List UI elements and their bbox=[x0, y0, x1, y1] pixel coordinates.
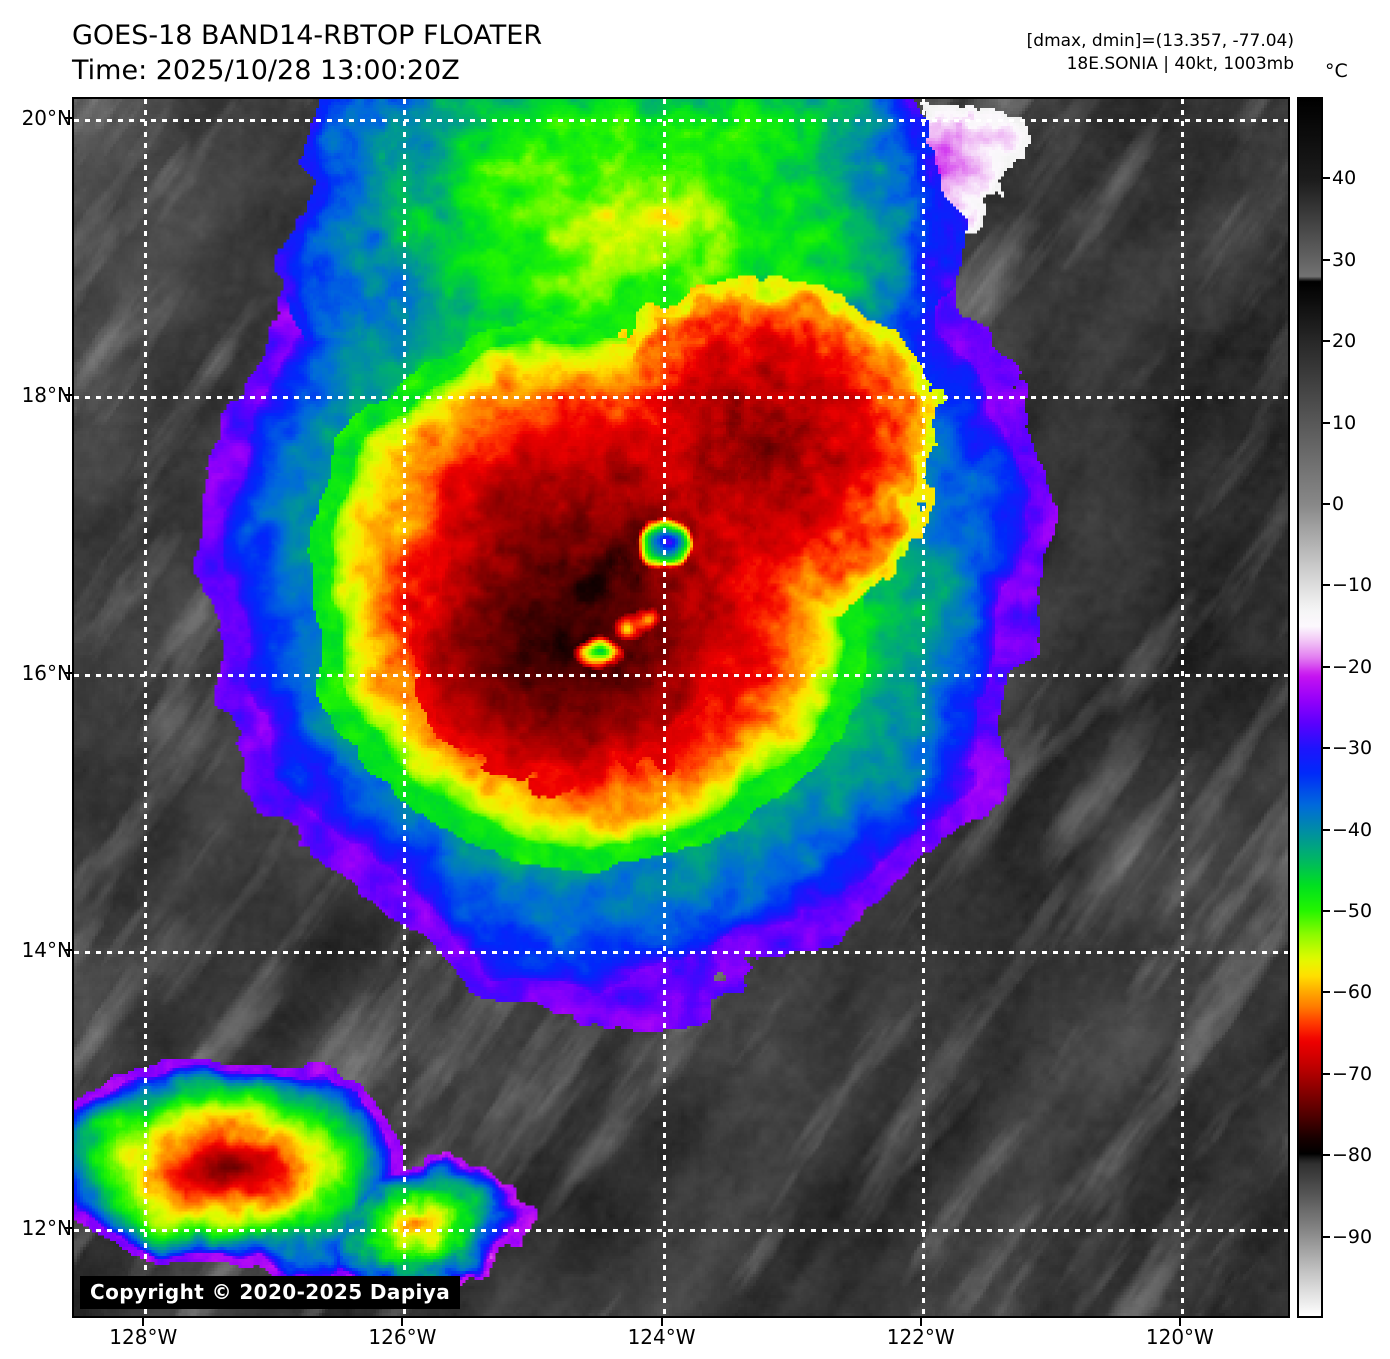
colorbar-tick-mark bbox=[1323, 665, 1330, 668]
y-axis-tick-mark bbox=[64, 394, 72, 397]
colorbar-tick-mark bbox=[1323, 421, 1330, 424]
page-title: GOES-18 BAND14-RBTOP FLOATER bbox=[72, 20, 543, 51]
colorbar-tick-label: −80 bbox=[1332, 1144, 1373, 1167]
x-axis-tick-mark bbox=[401, 1318, 404, 1326]
dmax-dmin-readout: [dmax, dmin]=(13.357, -77.04) bbox=[1026, 31, 1294, 51]
colorbar-tick-label: 0 bbox=[1332, 493, 1345, 515]
colorbar-tick-mark bbox=[1323, 177, 1330, 180]
x-axis-tick-label: 128°W bbox=[109, 1325, 178, 1349]
colorbar-tick-mark bbox=[1323, 584, 1330, 587]
colorbar-tick-label: −40 bbox=[1332, 818, 1373, 841]
x-axis-tick-mark bbox=[660, 1318, 663, 1326]
colorbar-tick-label: 10 bbox=[1332, 411, 1357, 434]
storm-info-readout: 18E.SONIA | 40kt, 1003mb bbox=[1066, 53, 1294, 74]
colorbar-unit-label: °C bbox=[1325, 60, 1348, 82]
x-axis-tick-label: 122°W bbox=[886, 1325, 955, 1349]
metadata-block: [dmax, dmin]=(13.357, -77.04) 18E.SONIA … bbox=[1027, 30, 1294, 76]
timestamp-line: Time: 2025/10/28 13:00:20Z bbox=[72, 55, 460, 87]
colorbar-tick-mark bbox=[1323, 1154, 1330, 1157]
colorbar-tick-mark bbox=[1323, 747, 1330, 750]
title-block: GOES-18 BAND14-RBTOP FLOATER Time: 2025/… bbox=[72, 18, 542, 88]
x-axis-tick-label: 120°W bbox=[1145, 1325, 1214, 1349]
colorbar-tick-label: −10 bbox=[1332, 574, 1373, 597]
y-axis-tick-label: 12°N bbox=[21, 1215, 72, 1240]
colorbar-tick-label: 40 bbox=[1332, 167, 1357, 190]
colorbar-tick-label: 30 bbox=[1332, 248, 1357, 271]
colorbar-tick-label: −60 bbox=[1332, 981, 1373, 1004]
x-axis-tick-label: 124°W bbox=[627, 1325, 696, 1349]
y-axis-tick-label: 16°N bbox=[21, 660, 72, 685]
colorbar-tick-mark bbox=[1323, 828, 1330, 831]
y-axis-tick-mark bbox=[64, 671, 72, 674]
x-axis-tick-label: 126°W bbox=[368, 1325, 437, 1349]
y-axis-tick-label: 18°N bbox=[21, 383, 72, 408]
y-axis-tick-mark bbox=[64, 1226, 72, 1229]
colorbar-tick-label: 20 bbox=[1332, 330, 1357, 353]
colorbar-tick-mark bbox=[1323, 1235, 1330, 1238]
colorbar-tick-label: −90 bbox=[1332, 1225, 1373, 1248]
colorbar-gradient bbox=[1299, 99, 1321, 1316]
colorbar-tick-mark bbox=[1323, 503, 1330, 505]
colorbar-tick-mark bbox=[1323, 910, 1330, 912]
colorbar-tick-mark bbox=[1323, 340, 1330, 343]
x-axis-tick-mark bbox=[142, 1318, 145, 1326]
copyright-badge: Copyright © 2020-2025 Dapiya bbox=[80, 1276, 461, 1309]
colorbar-tick-mark bbox=[1323, 258, 1330, 261]
colorbar-tick-label: −50 bbox=[1332, 900, 1373, 922]
y-axis-tick-label: 20°N bbox=[21, 105, 72, 130]
colorbar-tick-mark bbox=[1323, 991, 1330, 994]
x-axis-tick-mark bbox=[1178, 1318, 1181, 1326]
x-axis-tick-mark bbox=[919, 1318, 922, 1326]
colorbar-tick-label: −20 bbox=[1332, 655, 1373, 678]
colorbar-tick-mark bbox=[1323, 1072, 1330, 1075]
colorbar-tick-label: −70 bbox=[1332, 1062, 1373, 1085]
satellite-imagery-canvas bbox=[74, 99, 1288, 1316]
satellite-image-plot[interactable]: Copyright © 2020-2025 Dapiya bbox=[72, 97, 1290, 1318]
temperature-colorbar[interactable] bbox=[1297, 97, 1323, 1318]
colorbar-tick-label: −30 bbox=[1332, 737, 1373, 760]
y-axis-tick-mark bbox=[64, 116, 72, 119]
y-axis-tick-label: 14°N bbox=[21, 938, 72, 963]
y-axis-tick-mark bbox=[64, 949, 72, 952]
